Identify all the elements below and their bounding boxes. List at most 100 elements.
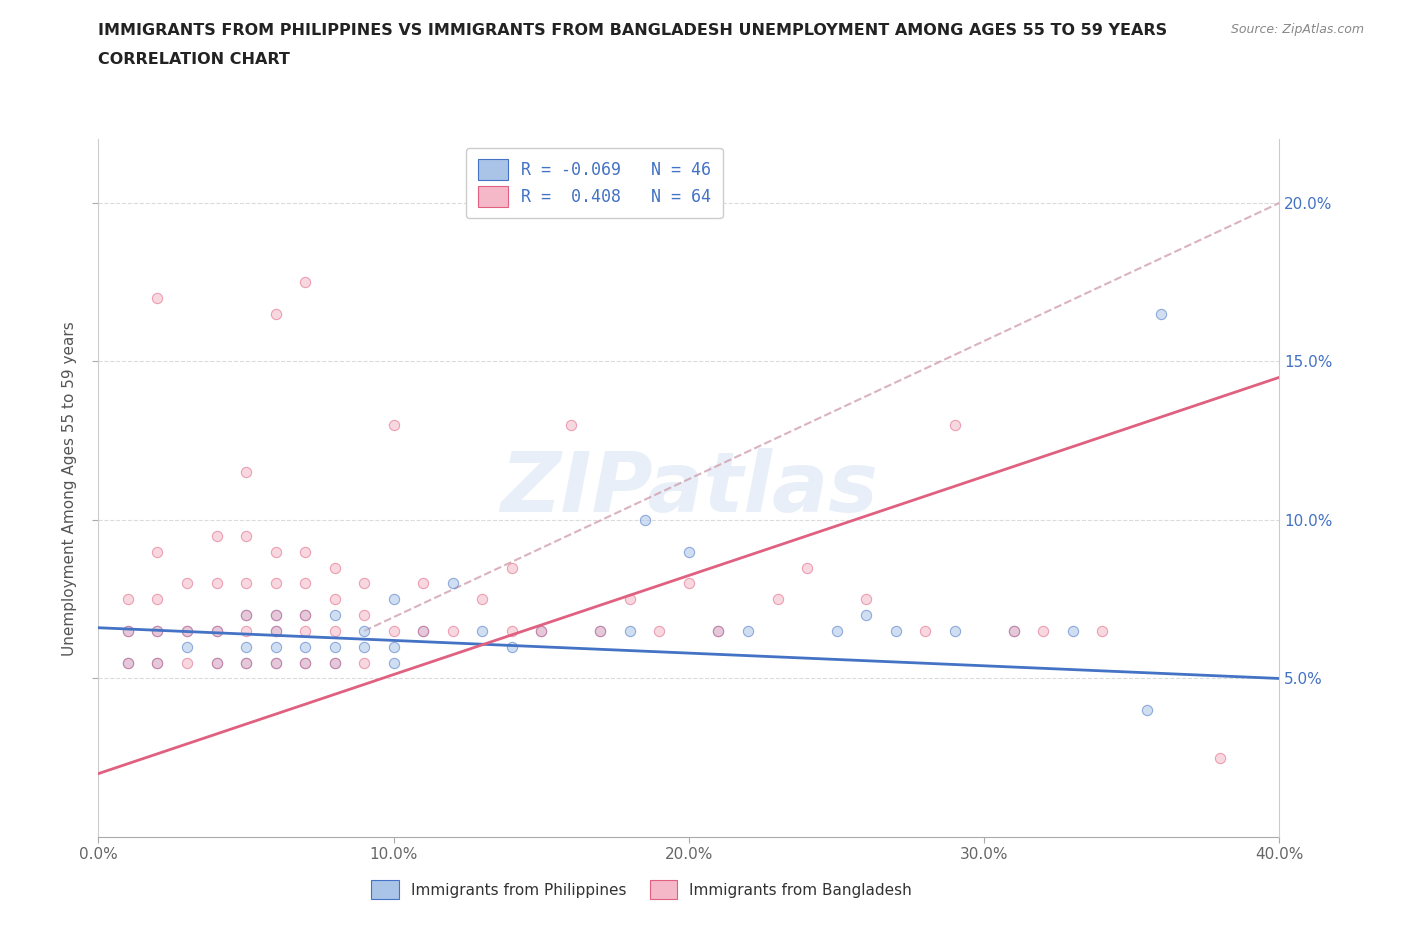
Point: [323, 655, 346, 670]
Point: [235, 655, 257, 670]
Point: [264, 607, 287, 622]
Point: [648, 623, 671, 638]
Point: [146, 544, 169, 559]
Point: [323, 607, 346, 622]
Point: [855, 591, 877, 606]
Point: [294, 655, 316, 670]
Point: [501, 623, 523, 638]
Point: [1062, 623, 1084, 638]
Point: [323, 623, 346, 638]
Point: [264, 576, 287, 591]
Point: [382, 623, 405, 638]
Point: [471, 623, 494, 638]
Text: IMMIGRANTS FROM PHILIPPINES VS IMMIGRANTS FROM BANGLADESH UNEMPLOYMENT AMONG AGE: IMMIGRANTS FROM PHILIPPINES VS IMMIGRANT…: [98, 23, 1167, 38]
Point: [323, 655, 346, 670]
Point: [235, 607, 257, 622]
Point: [707, 623, 730, 638]
Point: [855, 607, 877, 622]
Point: [176, 623, 198, 638]
Point: [501, 639, 523, 654]
Point: [294, 655, 316, 670]
Point: [294, 544, 316, 559]
Point: [353, 639, 375, 654]
Point: [235, 639, 257, 654]
Point: [412, 576, 434, 591]
Point: [619, 623, 641, 638]
Point: [353, 607, 375, 622]
Point: [353, 576, 375, 591]
Point: [678, 576, 700, 591]
Point: [530, 623, 553, 638]
Point: [412, 623, 434, 638]
Point: [382, 418, 405, 432]
Point: [235, 576, 257, 591]
Point: [235, 607, 257, 622]
Point: [294, 623, 316, 638]
Point: [707, 623, 730, 638]
Point: [382, 655, 405, 670]
Point: [323, 591, 346, 606]
Point: [146, 655, 169, 670]
Point: [117, 591, 139, 606]
Point: [146, 623, 169, 638]
Point: [619, 591, 641, 606]
Point: [117, 623, 139, 638]
Point: [884, 623, 907, 638]
Point: [382, 591, 405, 606]
Point: [294, 576, 316, 591]
Point: [146, 623, 169, 638]
Point: [294, 639, 316, 654]
Point: [501, 560, 523, 575]
Point: [766, 591, 789, 606]
Point: [471, 591, 494, 606]
Point: [294, 607, 316, 622]
Point: [264, 655, 287, 670]
Point: [294, 607, 316, 622]
Point: [737, 623, 759, 638]
Point: [825, 623, 848, 638]
Point: [441, 623, 464, 638]
Point: [235, 528, 257, 543]
Point: [235, 623, 257, 638]
Point: [205, 623, 228, 638]
Point: [205, 623, 228, 638]
Point: [117, 655, 139, 670]
Point: [589, 623, 612, 638]
Text: Source: ZipAtlas.com: Source: ZipAtlas.com: [1230, 23, 1364, 36]
Point: [235, 465, 257, 480]
Point: [205, 576, 228, 591]
Point: [205, 655, 228, 670]
Point: [264, 623, 287, 638]
Point: [796, 560, 818, 575]
Point: [678, 544, 700, 559]
Point: [914, 623, 936, 638]
Point: [146, 290, 169, 305]
Point: [943, 418, 966, 432]
Point: [353, 623, 375, 638]
Y-axis label: Unemployment Among Ages 55 to 59 years: Unemployment Among Ages 55 to 59 years: [62, 321, 77, 656]
Text: ZIPatlas: ZIPatlas: [501, 447, 877, 529]
Point: [294, 274, 316, 289]
Legend: Immigrants from Philippines, Immigrants from Bangladesh: Immigrants from Philippines, Immigrants …: [361, 870, 922, 910]
Point: [530, 623, 553, 638]
Point: [264, 607, 287, 622]
Point: [176, 655, 198, 670]
Point: [1150, 306, 1173, 321]
Point: [353, 655, 375, 670]
Point: [176, 576, 198, 591]
Point: [117, 655, 139, 670]
Point: [1135, 703, 1157, 718]
Point: [633, 512, 655, 527]
Point: [1002, 623, 1025, 638]
Point: [589, 623, 612, 638]
Point: [146, 591, 169, 606]
Point: [205, 655, 228, 670]
Point: [176, 623, 198, 638]
Point: [117, 623, 139, 638]
Point: [1091, 623, 1114, 638]
Point: [1032, 623, 1054, 638]
Text: CORRELATION CHART: CORRELATION CHART: [98, 52, 290, 67]
Point: [943, 623, 966, 638]
Point: [382, 639, 405, 654]
Point: [441, 576, 464, 591]
